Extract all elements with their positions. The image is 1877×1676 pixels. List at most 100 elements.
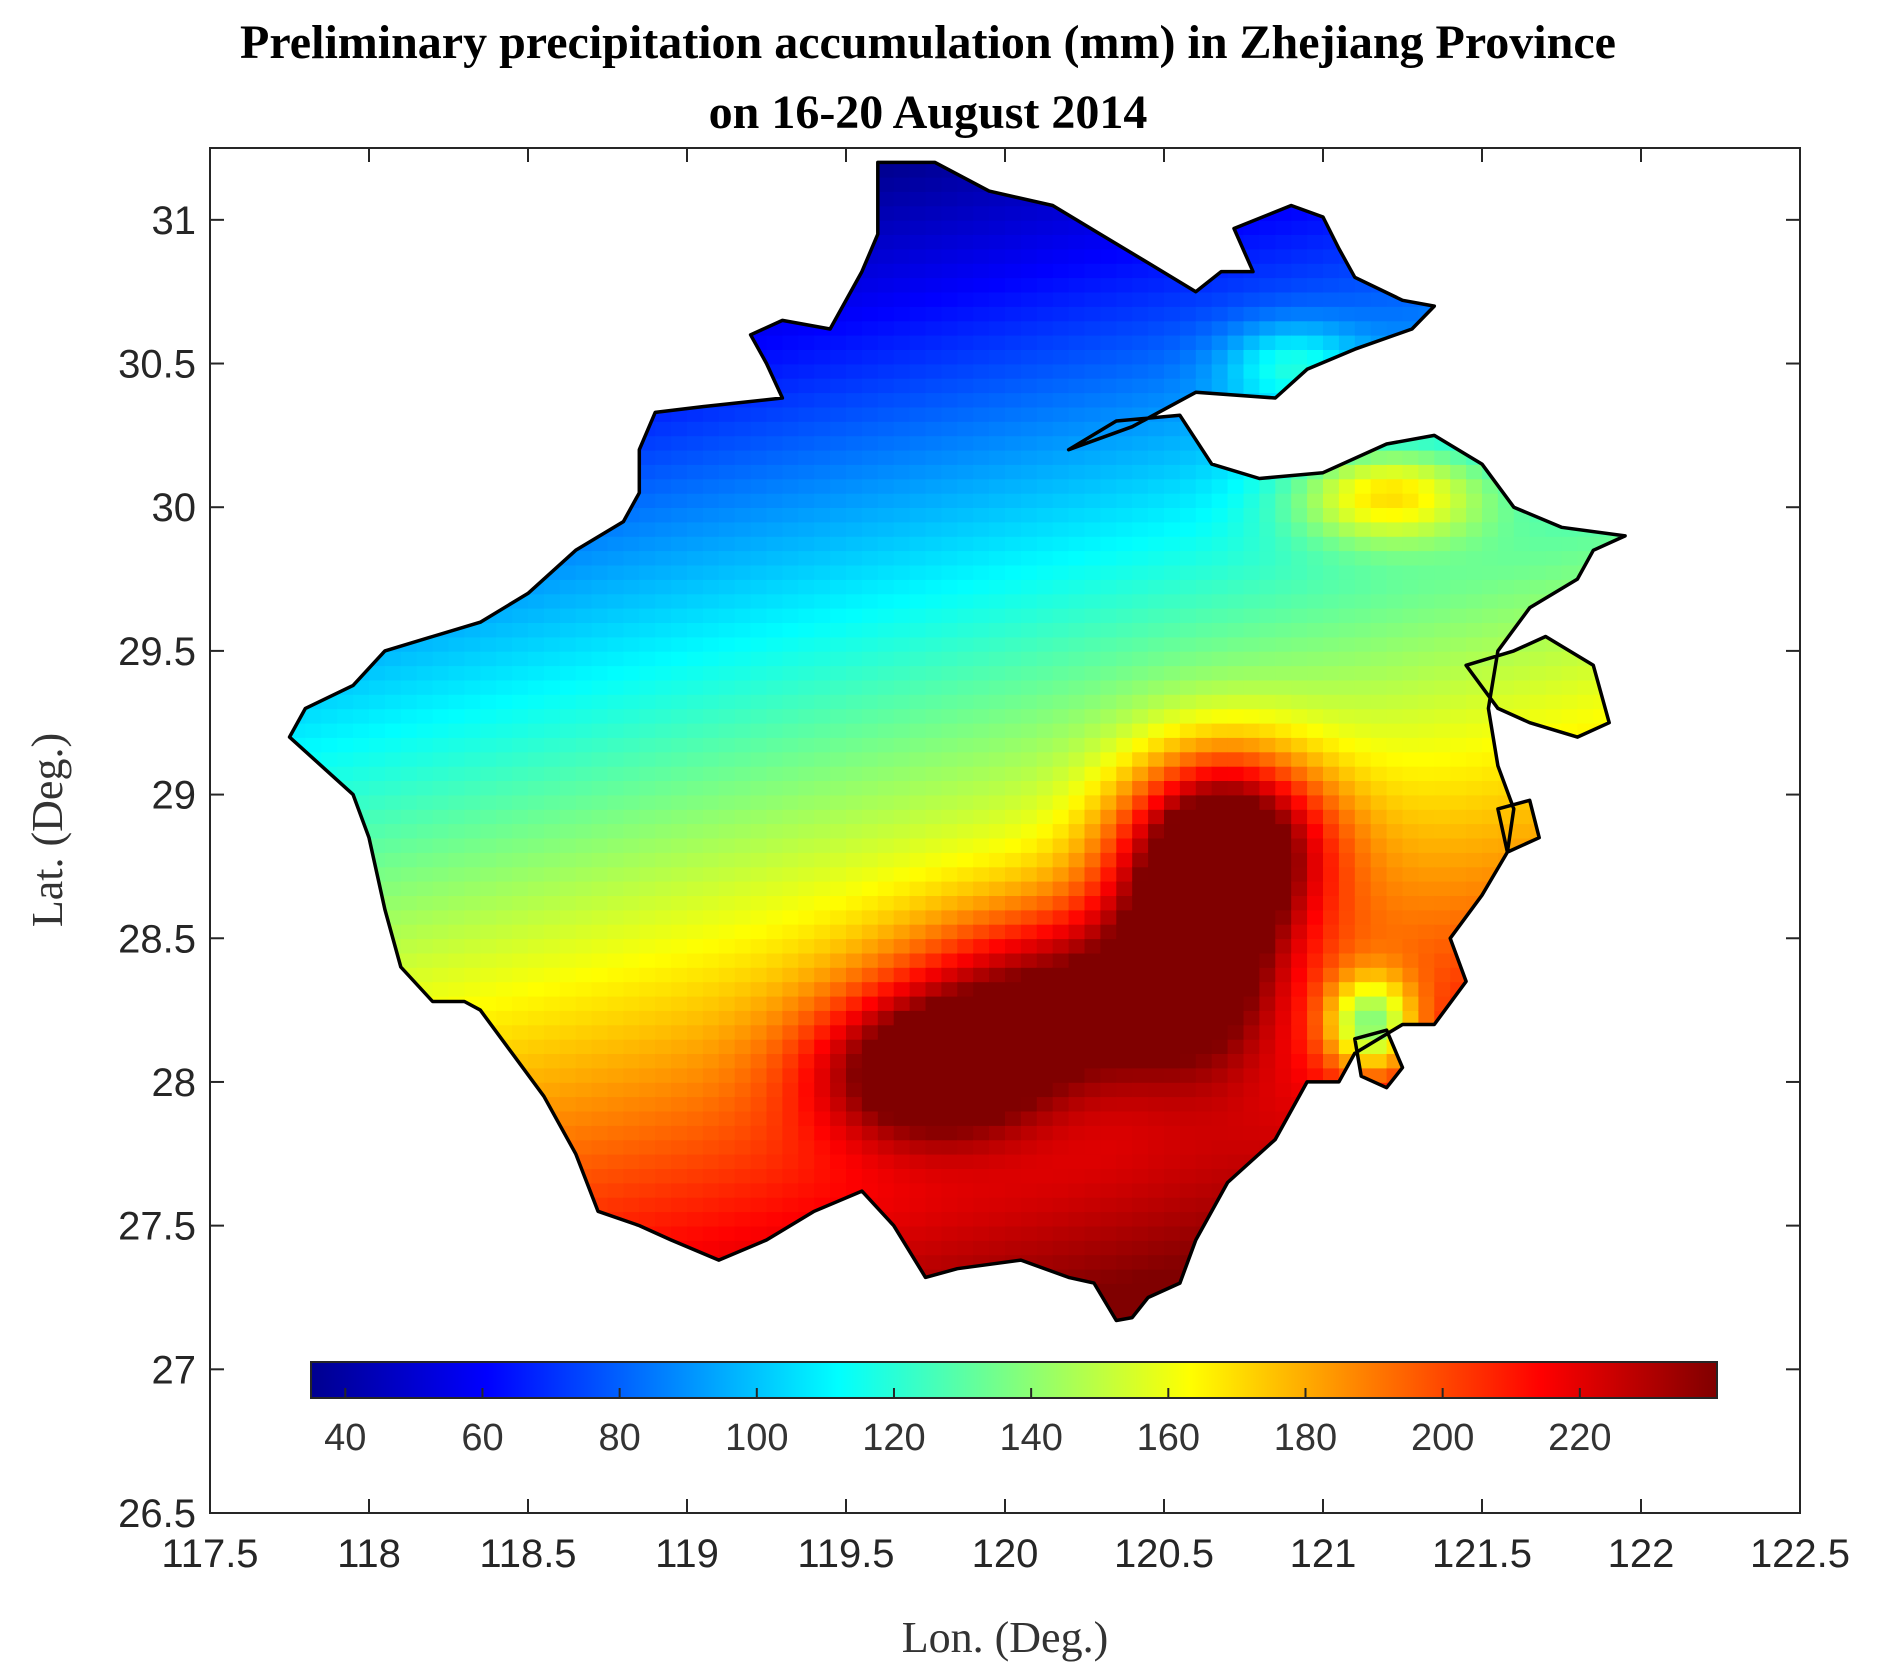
raster-cell — [432, 406, 450, 422]
raster-cell — [957, 952, 974, 968]
raster-cell — [989, 923, 1006, 940]
raster-cell — [1116, 794, 1133, 810]
raster-cell — [1179, 694, 1197, 710]
raster-cell — [877, 1297, 895, 1313]
raster-cell — [973, 392, 990, 408]
raster-cell — [798, 780, 815, 796]
raster-cell — [750, 765, 768, 781]
raster-cell — [941, 1283, 959, 1299]
raster-cell — [448, 1110, 466, 1126]
raster-cell — [448, 579, 466, 595]
raster-cell — [909, 1168, 927, 1184]
raster-cell — [1148, 320, 1165, 336]
raster-cell — [671, 1211, 688, 1227]
raster-cell — [718, 564, 736, 580]
raster-cell — [893, 377, 911, 394]
raster-cell — [416, 1297, 434, 1313]
raster-cell — [559, 1067, 577, 1083]
raster-cell — [1148, 1268, 1165, 1284]
raster-cell — [877, 1010, 895, 1026]
raster-cell — [1068, 478, 1086, 494]
raster-cell — [989, 219, 1006, 235]
raster-cell — [448, 1125, 466, 1141]
raster-cell — [1132, 521, 1149, 537]
raster-cell — [416, 895, 434, 911]
raster-cell — [289, 1225, 291, 1241]
raster-cell — [369, 176, 386, 192]
raster-cell — [1211, 650, 1229, 667]
raster-cell — [941, 1196, 959, 1213]
raster-cell — [305, 1125, 323, 1141]
raster-cell — [289, 162, 307, 178]
raster-cell — [1068, 392, 1086, 408]
raster-cell — [861, 1024, 879, 1040]
raster-cell — [1132, 995, 1149, 1011]
raster-cell — [353, 1240, 370, 1256]
raster-cell — [353, 1211, 370, 1227]
raster-cell — [496, 219, 513, 235]
raster-cell — [1116, 507, 1133, 523]
raster-cell — [671, 191, 688, 207]
raster-cell — [846, 334, 863, 350]
raster-cell — [480, 320, 497, 336]
raster-cell — [289, 176, 307, 192]
raster-cell — [384, 277, 402, 293]
raster-cell — [655, 808, 672, 825]
raster-cell — [1100, 880, 1118, 896]
raster-cell — [543, 622, 561, 638]
raster-cell — [289, 722, 291, 738]
raster-cell — [432, 981, 450, 997]
raster-cell — [432, 780, 450, 796]
raster-cell — [623, 564, 641, 580]
raster-cell — [528, 665, 545, 681]
raster-cell — [289, 780, 307, 796]
raster-cell — [973, 1067, 990, 1083]
raster-cell — [1132, 722, 1149, 738]
raster-cell — [480, 306, 497, 322]
raster-cell — [734, 219, 752, 235]
raster-cell — [1084, 923, 1102, 940]
raster-cell — [1005, 967, 1022, 983]
raster-cell — [369, 421, 386, 437]
raster-cell — [782, 1024, 800, 1040]
raster-cell — [432, 262, 450, 279]
raster-cell — [1100, 535, 1118, 552]
raster-cell — [718, 1139, 736, 1155]
raster-cell — [321, 1182, 338, 1198]
raster-cell — [750, 464, 768, 480]
raster-cell — [1179, 363, 1197, 379]
raster-cell — [559, 895, 577, 911]
raster-cell — [766, 694, 784, 710]
raster-cell — [639, 234, 656, 250]
raster-cell — [909, 1211, 927, 1227]
raster-cell — [1005, 392, 1022, 408]
raster-cell — [543, 421, 561, 437]
raster-cell — [718, 665, 736, 681]
raster-cell — [814, 1311, 831, 1321]
raster-cell — [289, 492, 291, 508]
raster-cell — [512, 377, 529, 394]
raster-cell — [289, 320, 291, 336]
raster-cell — [432, 306, 450, 322]
raster-cell — [1036, 176, 1054, 192]
raster-cell — [702, 737, 720, 753]
raster-cell — [321, 162, 338, 164]
raster-cell — [687, 1024, 704, 1040]
raster-cell — [384, 808, 402, 825]
raster-cell — [734, 708, 752, 724]
raster-cell — [1036, 277, 1054, 293]
raster-cell — [989, 1311, 1006, 1321]
raster-cell — [1068, 1311, 1086, 1321]
raster-cell — [1116, 277, 1133, 293]
raster-cell — [655, 349, 672, 365]
raster-cell — [1068, 722, 1086, 738]
raster-cell — [384, 1225, 402, 1241]
raster-cell — [305, 722, 323, 738]
raster-cell — [1148, 1139, 1165, 1155]
raster-cell — [1132, 1110, 1149, 1126]
raster-cell — [559, 607, 577, 623]
raster-cell — [861, 952, 879, 968]
raster-cell — [1132, 1225, 1149, 1241]
raster-cell — [782, 895, 800, 911]
raster-cell — [798, 1024, 815, 1040]
